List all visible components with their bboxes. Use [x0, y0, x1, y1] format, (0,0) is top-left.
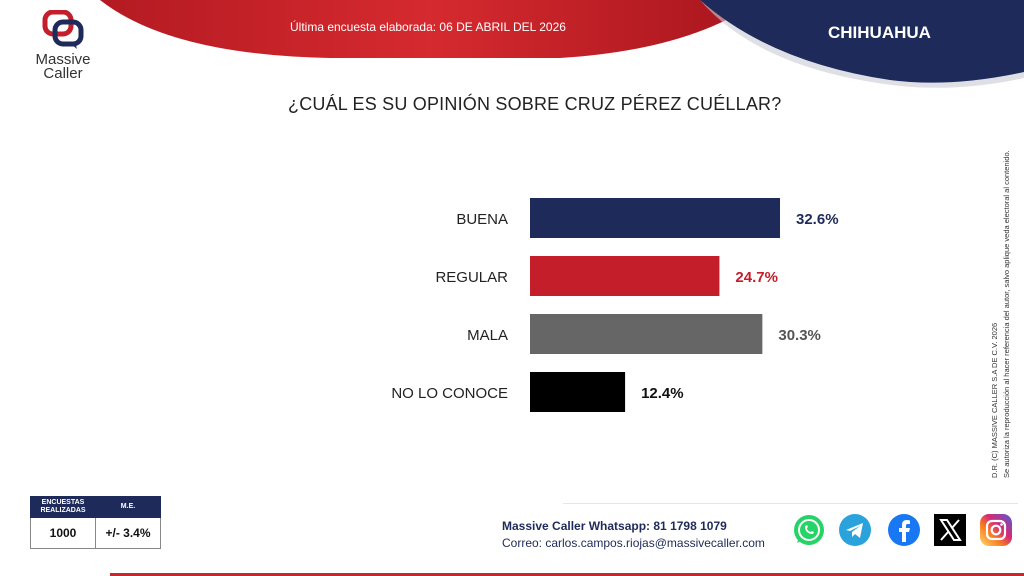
logo-word-caller: Caller	[43, 65, 83, 82]
copyright-line2: Se autoriza la reproducción al hacer ref…	[1002, 150, 1011, 478]
region-title: CHIHUAHUA	[828, 23, 931, 42]
whatsapp-icon[interactable]	[792, 513, 826, 547]
chart-title: ¿CUÁL ES SU OPINIÓN SOBRE CRUZ PÉREZ CUÉ…	[288, 94, 782, 114]
last-survey-date: Última encuesta elaborada: 06 DE ABRIL D…	[290, 20, 566, 34]
surveys-header: ENCUESTAS REALIZADAS	[30, 496, 96, 518]
copyright-notice: D.R. (C) MASSIVE CALLER S.A DE C.V. 2026…	[984, 100, 1024, 480]
bar	[530, 198, 780, 238]
survey-stats-table: ENCUESTAS REALIZADAS M.E. 1000 +/- 3.4%	[30, 496, 161, 549]
category-label: MALA	[467, 327, 508, 344]
category-label: NO LO CONOCE	[391, 385, 508, 402]
copyright-line1: D.R. (C) MASSIVE CALLER S.A DE C.V. 2026	[990, 322, 999, 478]
category-label: BUENA	[456, 211, 508, 228]
email-contact[interactable]: Correo: carlos.campos.riojas@massivecall…	[502, 536, 765, 550]
margin-header: M.E.	[95, 496, 161, 518]
whatsapp-contact[interactable]: Massive Caller Whatsapp: 81 1798 1079	[502, 519, 727, 533]
value-label: 12.4%	[641, 385, 684, 402]
telegram-icon[interactable]	[838, 513, 872, 547]
facebook-icon[interactable]	[887, 513, 921, 547]
contact-info: Massive Caller Whatsapp: 81 1798 1079 Co…	[502, 518, 765, 552]
value-label: 30.3%	[778, 327, 821, 344]
bar	[530, 372, 626, 412]
value-label: 24.7%	[735, 269, 778, 286]
header-background	[100, 0, 1024, 88]
category-label: REGULAR	[435, 269, 508, 286]
footer-divider	[563, 503, 1018, 504]
chat-bubbles-icon	[41, 9, 85, 50]
surveys-count: 1000	[30, 517, 96, 549]
value-label: 32.6%	[796, 211, 839, 228]
bottom-accent-line	[110, 573, 1024, 576]
margin-of-error: +/- 3.4%	[95, 517, 161, 549]
instagram-icon[interactable]	[979, 513, 1013, 547]
logo-word-massive: Massive	[35, 51, 91, 68]
massive-caller-logo: Massive Caller	[28, 9, 98, 82]
bar	[530, 256, 720, 296]
bar	[530, 314, 763, 354]
x-icon[interactable]	[933, 513, 967, 547]
